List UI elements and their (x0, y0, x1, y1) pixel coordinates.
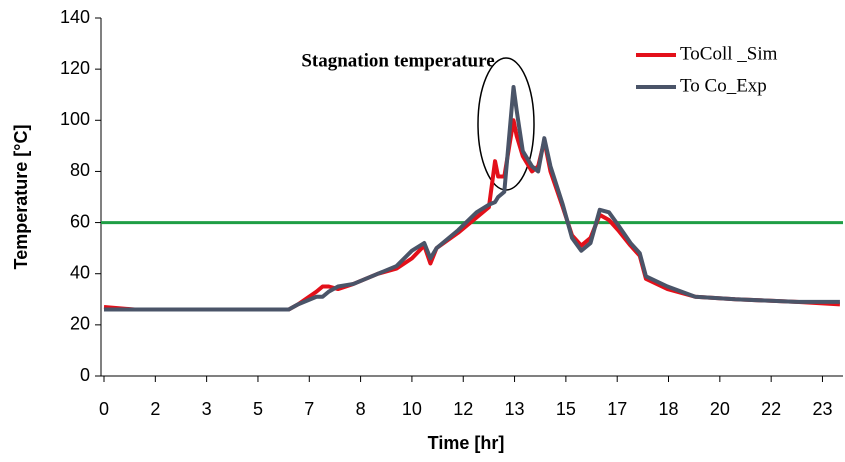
y-tick-label: 20 (70, 314, 90, 334)
x-tick-label: 20 (710, 399, 730, 419)
y-tick-label: 60 (70, 211, 90, 231)
x-tick-label: 13 (505, 399, 525, 419)
x-tick-label: 10 (402, 399, 422, 419)
y-tick-label: 120 (60, 58, 90, 78)
x-axis-title: Time [hr] (428, 433, 505, 453)
y-tick-label: 140 (60, 7, 90, 27)
legend-label: To Co_Exp (680, 75, 767, 96)
y-tick-label: 40 (70, 262, 90, 282)
annotation: Stagnation temperature (301, 50, 494, 71)
x-tick-label: 23 (812, 399, 832, 419)
x-tick-label: 18 (658, 399, 678, 419)
x-tick-label: 12 (453, 399, 473, 419)
y-tick-label: 80 (70, 160, 90, 180)
y-tick-label: 100 (60, 109, 90, 129)
x-tick-label: 15 (556, 399, 576, 419)
legend-label: ToColl _Sim (680, 43, 778, 64)
x-tick-label: 5 (253, 399, 263, 419)
series-line (104, 85, 840, 312)
x-tick-label: 2 (150, 399, 160, 419)
x-tick-label: 0 (99, 399, 109, 419)
x-tick-label: 7 (304, 399, 314, 419)
y-axis-title: Temperature [°C] (11, 125, 31, 270)
x-tick-label: 17 (607, 399, 627, 419)
x-tick-label: 3 (202, 399, 212, 419)
x-tick-label: 22 (761, 399, 781, 419)
y-tick-label: 0 (80, 365, 90, 385)
x-tick-label: 8 (356, 399, 366, 419)
